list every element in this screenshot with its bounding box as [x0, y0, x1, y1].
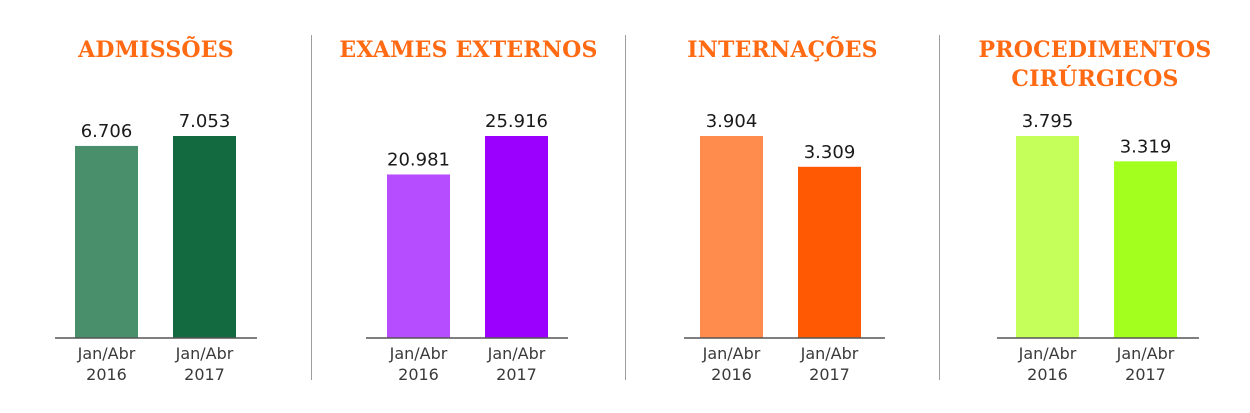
chart-title: PROCEDIMENTOS CIRÚRGICOS — [940, 36, 1250, 94]
tick-label: Jan/Abr — [389, 344, 448, 363]
data-label: 7.053 — [179, 111, 231, 132]
chart-exames-externos: 20.981 Jan/Abr 2016 25.916 Jan/Abr 2017 — [366, 111, 568, 384]
chart-title: EXAMES EXTERNOS — [312, 36, 625, 65]
chart-title-line: EXAMES EXTERNOS — [339, 37, 598, 63]
tick-label: 2016 — [1027, 365, 1068, 384]
tick-label: Jan/Abr — [1018, 344, 1077, 363]
chart-title-line: CIRÚRGICOS — [1011, 66, 1179, 92]
tick-label: 2016 — [711, 365, 752, 384]
bar — [387, 174, 450, 338]
tick-label: Jan/Abr — [487, 344, 546, 363]
panel-exames-externos: EXAMES EXTERNOS 20.981 Jan/Abr 2016 25.916 J… — [312, 0, 625, 413]
data-label: 25.916 — [485, 111, 548, 132]
panel-admissoes: ADMISSÕES 6.706 Jan/Abr 2016 7.053 Jan/Abr 20… — [0, 0, 312, 413]
panel-procedimentos-cirurgicos: PROCEDIMENTOS CIRÚRGICOS 3.795 Jan/Abr 201… — [940, 0, 1250, 413]
tick-label: 2016 — [398, 365, 439, 384]
data-label: 3.795 — [1022, 111, 1074, 132]
tick-label: 2017 — [1125, 365, 1166, 384]
bar — [173, 136, 236, 338]
tick-label: 2016 — [86, 365, 127, 384]
bar — [75, 145, 138, 338]
tick-label: 2017 — [496, 365, 537, 384]
data-label: 6.706 — [81, 121, 133, 142]
divider — [311, 35, 312, 380]
tick-label: 2017 — [809, 365, 850, 384]
bar — [1114, 161, 1177, 338]
chart-internacoes: 3.904 Jan/Abr 2016 3.309 Jan/Abr 2017 — [684, 111, 885, 384]
tick-label: Jan/Abr — [1116, 344, 1175, 363]
bar — [1016, 136, 1079, 338]
chart-title-line: PROCEDIMENTOS — [978, 37, 1212, 63]
tick-label: Jan/Abr — [800, 344, 859, 363]
bar — [485, 136, 548, 338]
data-label: 20.981 — [387, 149, 450, 170]
chart-title-line: INTERNAÇÕES — [687, 37, 878, 63]
tick-label: Jan/Abr — [175, 344, 234, 363]
chart-title: INTERNAÇÕES — [625, 36, 940, 65]
data-label: 3.904 — [706, 111, 758, 132]
chart-admissoes: 6.706 Jan/Abr 2016 7.053 Jan/Abr 2017 — [55, 111, 257, 384]
tick-label: Jan/Abr — [77, 344, 136, 363]
divider — [625, 35, 626, 380]
panel-internacoes: INTERNAÇÕES 3.904 Jan/Abr 2016 3.309 Jan/Abr… — [625, 0, 940, 413]
bar — [798, 166, 861, 338]
chart-title-line: ADMISSÕES — [78, 37, 234, 63]
chart-title: ADMISSÕES — [0, 36, 312, 65]
bar — [700, 136, 763, 338]
chart-procedimentos-cirurgicos: 3.795 Jan/Abr 2016 3.319 Jan/Abr 2017 — [997, 111, 1199, 384]
tick-label: 2017 — [184, 365, 225, 384]
data-label: 3.319 — [1120, 136, 1172, 157]
divider — [939, 35, 940, 380]
data-label: 3.309 — [804, 142, 856, 163]
tick-label: Jan/Abr — [702, 344, 761, 363]
